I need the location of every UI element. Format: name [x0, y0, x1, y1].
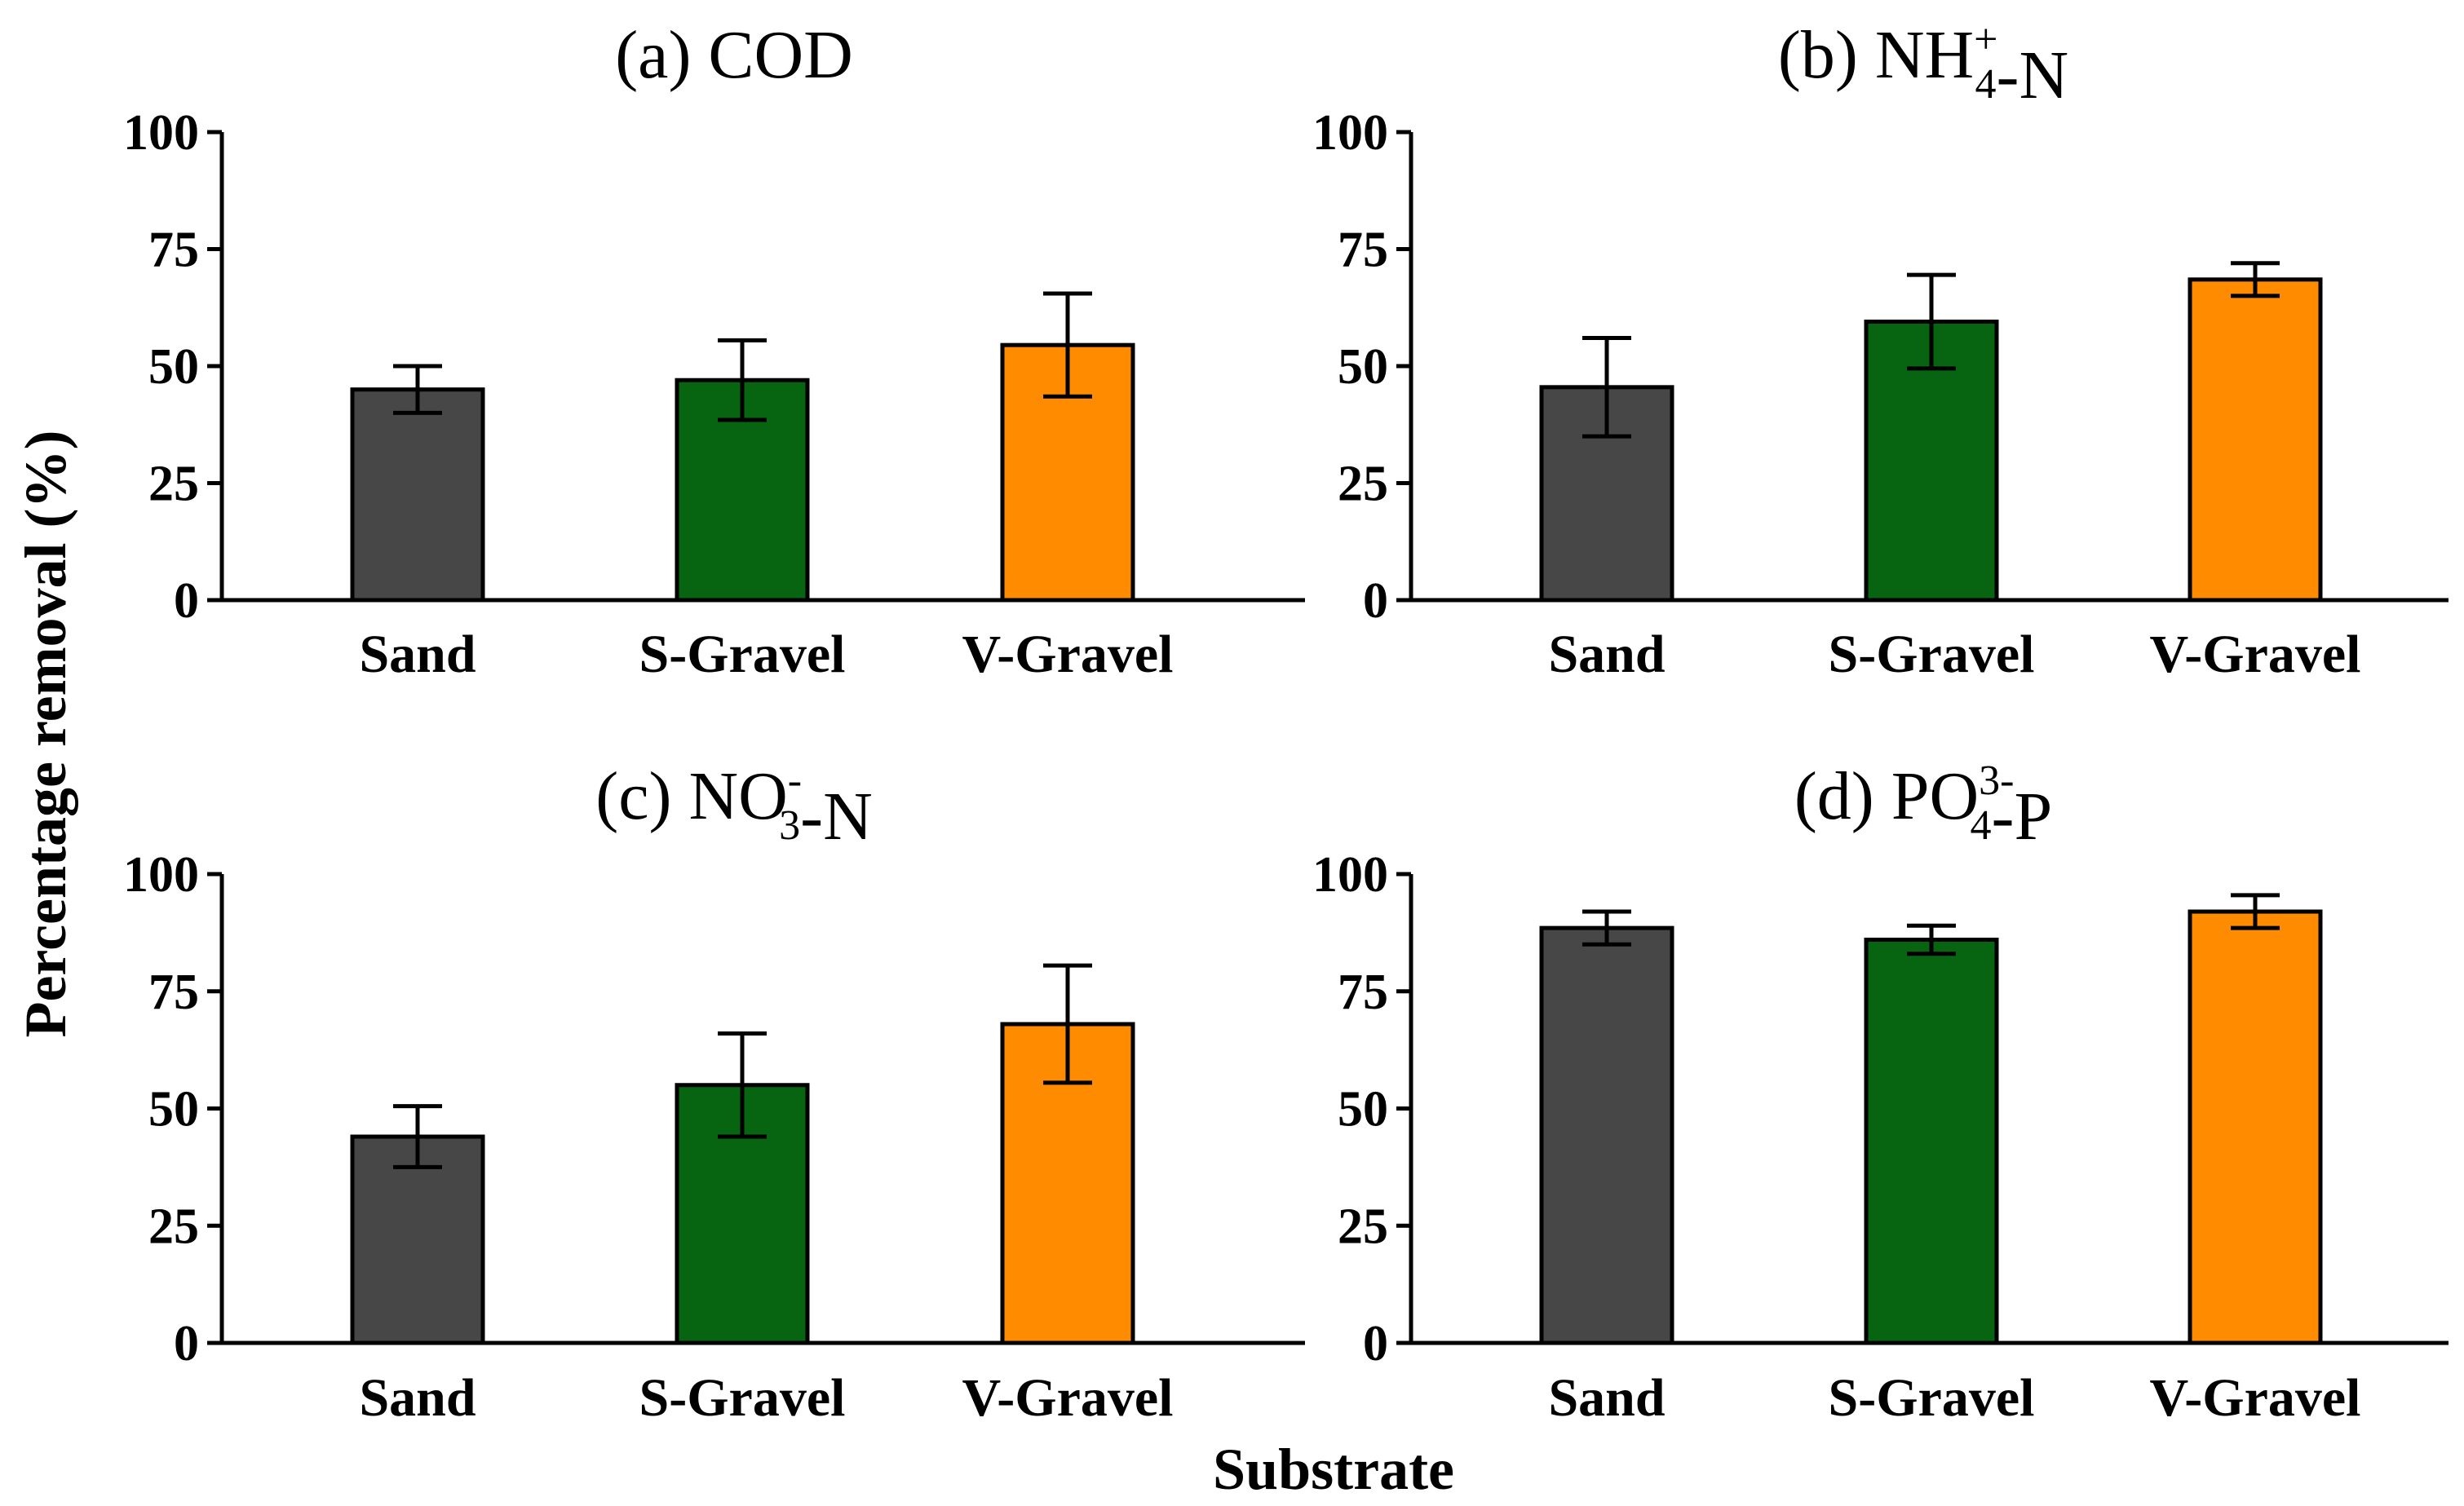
y-tick-label: 0 — [1363, 1316, 1388, 1371]
category-label: S-Gravel — [639, 1368, 846, 1428]
category-label: Sand — [359, 1368, 476, 1428]
category-label: V-Gravel — [962, 1368, 1173, 1428]
y-tick-label: 0 — [174, 573, 199, 629]
category-label: V-Gravel — [2149, 625, 2360, 684]
y-tick-label: 75 — [148, 965, 199, 1020]
y-tick-label: 50 — [148, 339, 199, 395]
chart-panel-c: (c) NO-3-N 0 25 50 75 100 Sand S-Gravel V-Gravel — [123, 757, 1305, 1428]
category-label: Sand — [1548, 1368, 1665, 1428]
y-tick-label: 25 — [148, 457, 199, 512]
category-label: S-Gravel — [1829, 625, 2035, 684]
y-tick-label: 50 — [1338, 1082, 1388, 1137]
panel-title: (a) COD — [615, 17, 853, 93]
y-tick-label: 0 — [1363, 573, 1388, 629]
bar-s-gravel — [1864, 938, 1999, 1345]
category-label: V-Gravel — [2149, 1368, 2360, 1428]
y-tick-label: 100 — [1312, 847, 1388, 903]
y-tick-label: 100 — [123, 105, 199, 161]
category-label: V-Gravel — [962, 625, 1173, 684]
category-label: S-Gravel — [639, 625, 846, 684]
y-axis-title: Percentage removal (%) — [13, 430, 78, 1037]
y-tick-label: 100 — [123, 847, 199, 903]
category-label: Sand — [1548, 625, 1665, 684]
y-tick-label: 75 — [1338, 223, 1388, 278]
y-tick-label: 25 — [148, 1199, 199, 1254]
chart-panel-a: (a) COD 0 25 50 75 100 Sand S-Gravel V-Gravel — [123, 17, 1305, 684]
bar-sand — [350, 387, 485, 603]
bar-v-gravel — [2188, 277, 2323, 603]
y-tick-label: 0 — [174, 1316, 199, 1371]
bar-sand — [1539, 925, 1674, 1345]
bar-v-gravel — [1000, 342, 1135, 603]
y-tick-label: 75 — [148, 223, 199, 278]
chart-panel-b: (b) NH+ 4-N 0 25 50 75 100 Sand S-Gravel V-Gravel — [1312, 16, 2449, 684]
panel-title: (c) NO-3-N — [595, 757, 873, 855]
category-label: Sand — [359, 625, 476, 684]
y-tick-label: 75 — [1338, 965, 1388, 1020]
chart-panel-d: (d) PO3-4-P 0 25 50 75 100 Sand S-Gravel V-Grave… — [1312, 757, 2449, 1428]
y-tick-label: 50 — [148, 1082, 199, 1137]
bar-v-gravel — [2188, 909, 2323, 1345]
category-label: S-Gravel — [1829, 1368, 2035, 1428]
y-tick-label: 50 — [1338, 339, 1388, 395]
x-axis-title: Substrate — [1213, 1437, 1454, 1502]
y-tick-label: 100 — [1312, 105, 1388, 161]
y-tick-label: 25 — [1338, 457, 1388, 512]
panel-title: (d) PO3-4-P — [1794, 757, 2052, 855]
y-tick-label: 25 — [1338, 1199, 1388, 1254]
panel-title: (b) NH+ 4-N — [1778, 16, 2068, 113]
